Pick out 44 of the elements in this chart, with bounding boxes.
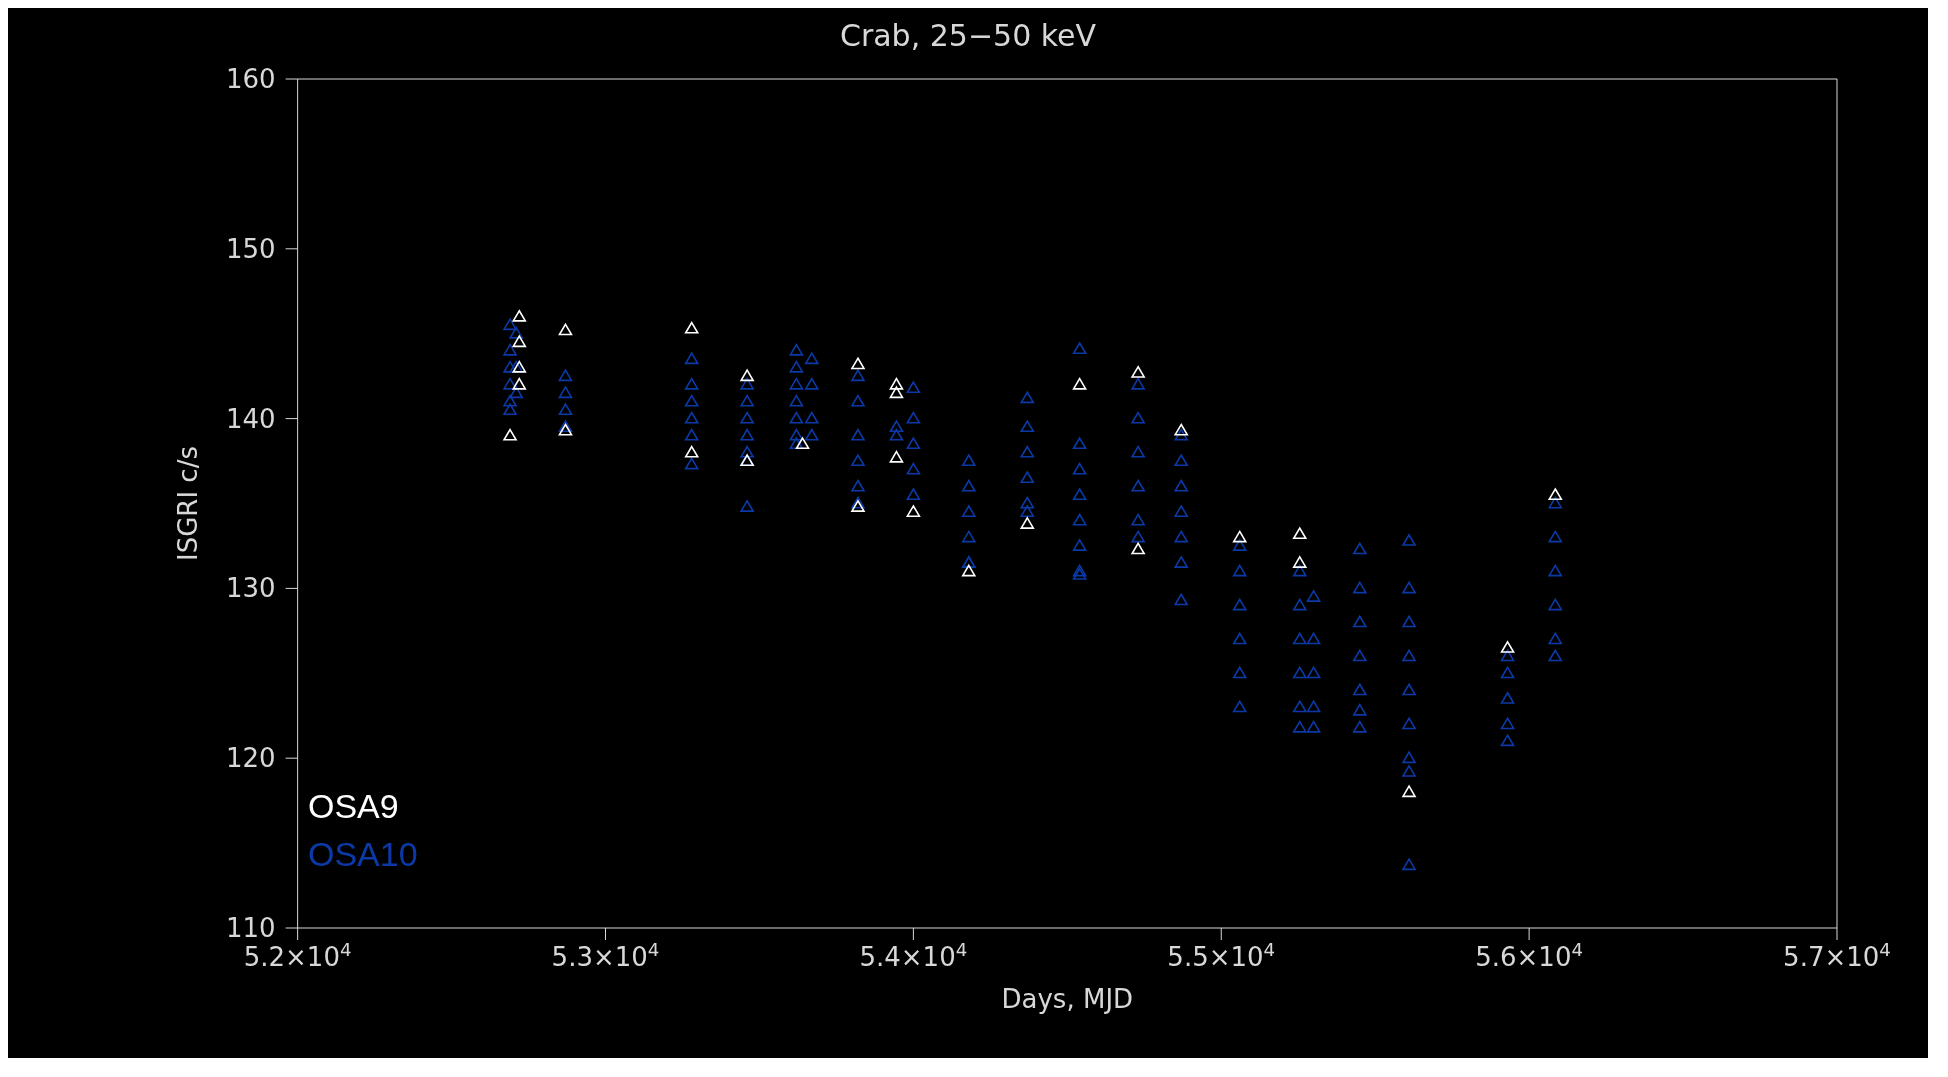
point xyxy=(1131,365,1145,378)
x-tick-label: 5.7×10$^{4}$ xyxy=(1783,938,1891,972)
y-tick-label: 120 xyxy=(225,743,276,774)
point xyxy=(1500,641,1515,653)
point xyxy=(961,564,976,577)
text: OSA9 xyxy=(308,786,400,827)
point xyxy=(1131,542,1145,555)
y-tick-label: 140 xyxy=(225,403,276,434)
point xyxy=(851,500,865,512)
point xyxy=(906,505,921,517)
x-tick-label: 5.5×10$^{4}$ xyxy=(1167,938,1276,972)
chart-title: Crab, 25−50 keV xyxy=(839,18,1097,53)
point xyxy=(851,357,865,370)
point xyxy=(512,360,527,373)
x-axis-title: Days, MJD xyxy=(1001,984,1134,1014)
point xyxy=(889,450,904,463)
y-tick-label: 160 xyxy=(225,64,276,94)
x-tick-label: 5.3×10$^{4}$ xyxy=(551,938,660,972)
point xyxy=(512,335,527,348)
point xyxy=(1072,377,1087,390)
point xyxy=(1548,488,1563,501)
point xyxy=(1232,530,1247,543)
x-tick-label: 5.4×10$^{4}$ xyxy=(859,938,968,972)
y-tick-label: 150 xyxy=(225,233,276,264)
point xyxy=(740,369,754,382)
point xyxy=(558,423,573,436)
point xyxy=(889,377,904,390)
y-tick-label: 130 xyxy=(225,573,276,604)
y-axis-title: ISGRI c/s xyxy=(172,446,203,561)
point xyxy=(795,437,810,450)
x-tick-label: 5.6×10$^{4}$ xyxy=(1475,938,1584,972)
point xyxy=(1292,527,1307,540)
point xyxy=(503,428,517,441)
point xyxy=(889,386,904,399)
point xyxy=(1402,785,1416,798)
text: OSA10 xyxy=(308,834,418,875)
point xyxy=(684,321,699,334)
point xyxy=(512,309,527,322)
point xyxy=(1292,556,1307,568)
point xyxy=(1174,423,1189,436)
point xyxy=(558,323,573,336)
point xyxy=(512,377,527,390)
point xyxy=(1020,517,1035,529)
point xyxy=(684,445,699,458)
